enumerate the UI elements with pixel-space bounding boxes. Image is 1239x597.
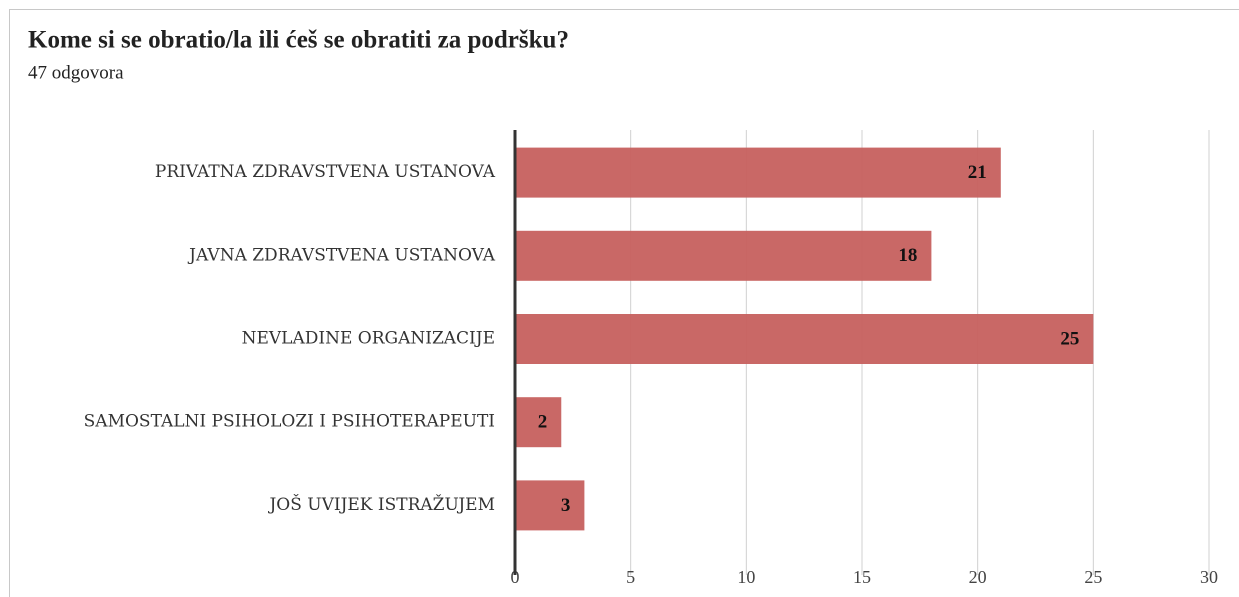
value-label: 3: [561, 495, 571, 516]
x-tick-label: 25: [1084, 567, 1102, 587]
frame: [9, 9, 1239, 597]
y-tick-label: SAMOSTALNI PSIHOLOZI I PSIHOTERAPEUTI: [84, 412, 495, 432]
y-tick-label: PRIVATNA ZDRAVSTVENA USTANOVA: [155, 162, 496, 182]
bar: [515, 147, 1001, 198]
value-label: 21: [968, 162, 987, 183]
y-tick-label: NEVLADINE ORGANIZACIJE: [242, 329, 495, 349]
value-label: 18: [898, 245, 917, 266]
x-tick-label: 10: [737, 567, 755, 587]
y-tick-label: JOŠ UVIJEK ISTRAŽUJEM: [267, 494, 495, 515]
x-tick-label: 30: [1200, 567, 1218, 587]
x-tick-label: 20: [969, 567, 987, 587]
value-label: 2: [538, 412, 548, 433]
chart-subtitle: 47 odgovora: [28, 62, 124, 83]
x-tick-label: 0: [511, 567, 520, 587]
bar: [515, 230, 932, 281]
value-label: 25: [1060, 328, 1079, 349]
bar: [515, 397, 562, 448]
x-tick-label: 5: [626, 567, 635, 587]
chart-title: Kome si se obratio/la ili ćeš se obratit…: [28, 27, 569, 54]
bar: [515, 480, 585, 531]
bar: [515, 314, 1094, 364]
y-tick-label: JAVNA ZDRAVSTVENA USTANOVA: [187, 245, 496, 265]
x-tick-label: 15: [853, 567, 871, 587]
